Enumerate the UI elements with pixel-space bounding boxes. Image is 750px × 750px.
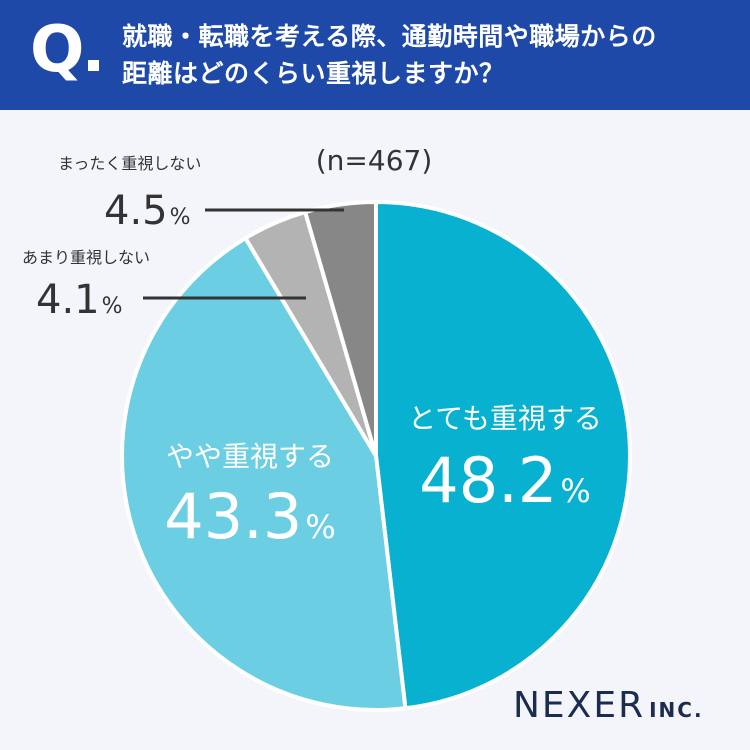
slice-extremely-not [303,200,378,458]
label-not-much: あまり重視しない [22,248,150,267]
question-text: 就職・転職を考える際、通勤時間や職場からの 距離はどのくらい重視しますか？ [122,18,732,92]
value-number: 4.1 [36,277,100,323]
question-header: Q 就職・転職を考える際、通勤時間や職場からの 距離はどのくらい重視しますか？ [0,0,750,110]
logo-inc: INC. [649,698,704,722]
sample-size: (n=467) [316,144,433,177]
value-not-much: 4.1% [36,277,123,323]
percent-sign: % [560,472,590,510]
logo-main: NEXER [513,685,646,726]
value-very: 48.2% [419,444,590,517]
value-number: 48.2 [419,444,557,517]
q-mark: Q [30,13,85,87]
percent-sign: % [305,508,335,546]
label-extremely-not: まったく重視しない [58,154,201,173]
question-line-2: 距離はどのくらい重視しますか？ [122,59,505,88]
value-number: 4.5 [104,188,168,234]
leader-lines [143,208,344,300]
value-somewhat: 43.3% [164,480,335,553]
value-number: 43.3 [164,480,302,553]
percent-sign: % [170,205,191,230]
nexer-logo: NEXER INC. [513,688,704,724]
label-very: とても重視する [408,402,602,435]
pie-slices [120,200,632,712]
question-line-1: 就職・転職を考える際、通勤時間や職場からの [122,22,657,51]
q-dot [88,60,99,71]
percent-sign: % [102,294,123,319]
slice-somewhat [120,236,408,712]
value-extremely-not: 4.5% [104,188,191,234]
label-somewhat: やや重視する [166,440,334,473]
slice-very [374,200,632,711]
